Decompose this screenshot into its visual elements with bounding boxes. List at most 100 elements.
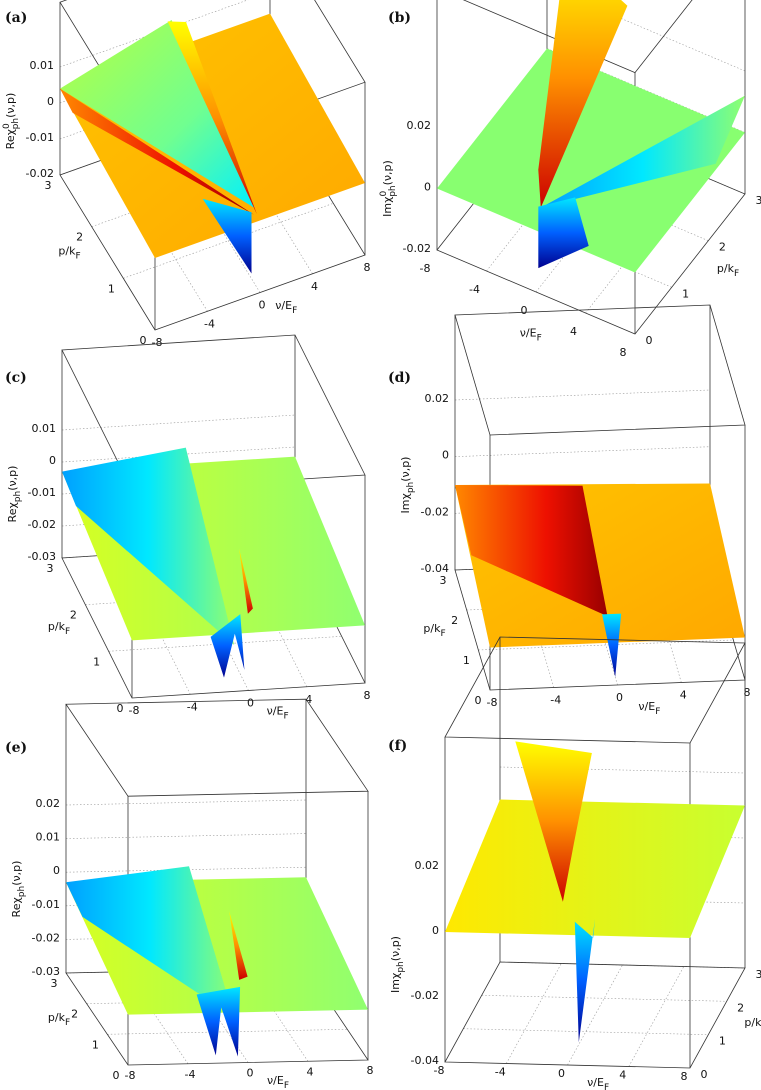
panel-b: -8-404801230.020-0.02ν/EFp/kFImχ0ph(ν,p)… [379,0,761,359]
z-tick-label: 0 [53,864,60,877]
x-tick-label: 0 [247,697,254,710]
z-tick-label: -0.02 [26,167,54,180]
y-axis-label: p/kF [48,620,70,637]
z-tick-label: -0.03 [28,550,56,563]
label-sub: F [440,629,445,639]
label-sub: F [604,1083,609,1090]
label-tail: (ν,p) [381,160,394,185]
wall-gridline [65,799,307,806]
z-axis-label: Imχph(ν,p) [399,457,416,514]
surface-patch [66,866,234,1017]
label-base: p/k [48,1011,66,1024]
y-axis-label: p/kF [717,262,739,279]
x-tick-label: -8 [125,1069,136,1082]
wall-gridline [61,414,296,431]
x-axis-label: ν/EF [587,1076,609,1090]
y-tick-label: 1 [463,654,470,667]
x-tick-label: 0 [616,691,623,704]
x-tick-label: -4 [495,1066,506,1079]
label-sub: F [537,334,542,344]
label-base: ν/E [638,700,655,713]
x-tick-label: 8 [367,1064,374,1077]
label-sub: ph [396,961,406,972]
z-tick-label: 0 [432,924,439,937]
surface-patch [167,21,257,215]
label-sub: ph [17,886,27,897]
label-sub: F [655,707,660,717]
z-tick-label: 0.02 [415,859,440,872]
surface-patch [437,48,745,273]
floor-gridline [628,966,685,1067]
x-tick-label: -4 [469,283,480,296]
z-tick-label: -0.04 [421,562,449,575]
x-tick-label: 0 [247,1067,254,1080]
x-tick-label: 4 [305,693,312,706]
z-axis-label: Reχph(ν,p) [6,466,23,523]
z-axis-label: Reχ0ph(ν,p) [2,93,21,150]
y-tick-label: 1 [92,1038,99,1051]
label-sub: F [292,306,297,316]
panel-label: (b) [388,10,411,26]
z-tick-label: -0.02 [403,242,431,255]
label-sub: F [284,1081,289,1090]
label-base: p/k [58,245,76,258]
label-base: p/k [717,262,735,275]
x-tick-label: 8 [364,689,371,702]
surface-patch [540,95,745,208]
x-tick-label: 4 [307,1065,314,1078]
surface-patch [229,911,248,980]
label-base: ν/E [275,299,292,312]
z-tick-label: -0.04 [411,1054,439,1067]
surface-patch [445,799,745,938]
x-axis-label: ν/EF [267,705,289,722]
panel-e: -8 -4 0 4 801230.020.010-0.01-0.02-0.03ν/EFp… [5,698,374,1090]
surface-patch [210,614,245,678]
label-base: Reχ [4,128,17,149]
x-tick-label: 4 [570,325,577,338]
x-tick-label: -4 [550,694,561,707]
wall-gridline [59,0,249,68]
x-tick-label: 0 [558,1067,565,1080]
panel-label: (f) [388,738,407,754]
surface-patch [515,741,592,902]
x-tick-label: -8 [487,696,498,709]
label-base: Reχ [10,897,23,918]
y-tick-label: 1 [682,287,689,300]
z-tick-label: 0 [442,449,449,462]
wall-gridline [454,389,711,401]
x-tick-label: -4 [187,700,198,713]
y-axis-label: p/kF [58,245,80,262]
y-tick-label: 1 [108,282,115,295]
y-tick-label: 1 [93,655,100,668]
y-tick-label: 0 [113,1069,120,1082]
x-axis-label: ν/EF [638,700,660,717]
floor-gridline [123,203,334,279]
y-tick-label: 2 [71,1008,78,1021]
label-base: Imχ [389,972,402,993]
x-tick-label: 4 [619,1069,626,1082]
x-tick-label: -8 [152,336,163,349]
floor-gridline [107,1029,348,1035]
wall-gridline [499,766,746,774]
label-tail: (ν,p) [10,861,23,886]
x-tick-label: -4 [204,317,215,330]
label-tail: (ν,p) [6,466,19,491]
y-tick-label: 2 [719,241,726,254]
y-tick-label: 3 [51,977,58,990]
z-tick-label: 0.01 [32,422,57,435]
label-base: p/k [744,1016,761,1029]
label-sub: ph [13,491,23,502]
x-tick-label: -4 [185,1068,196,1081]
x-tick-label: 8 [681,1070,688,1083]
label-sub: F [734,269,739,279]
surface-patch [574,918,595,1043]
x-axis-label: ν/EF [267,1074,289,1090]
y-axis-label: p/kF [744,1016,761,1033]
label-sub: F [65,627,70,637]
y-tick-label: 3 [47,562,54,575]
surface-patch [60,88,255,215]
z-tick-label: 0 [49,454,56,467]
y-tick-label: 0 [475,694,482,707]
label-sub: ph [388,185,398,196]
